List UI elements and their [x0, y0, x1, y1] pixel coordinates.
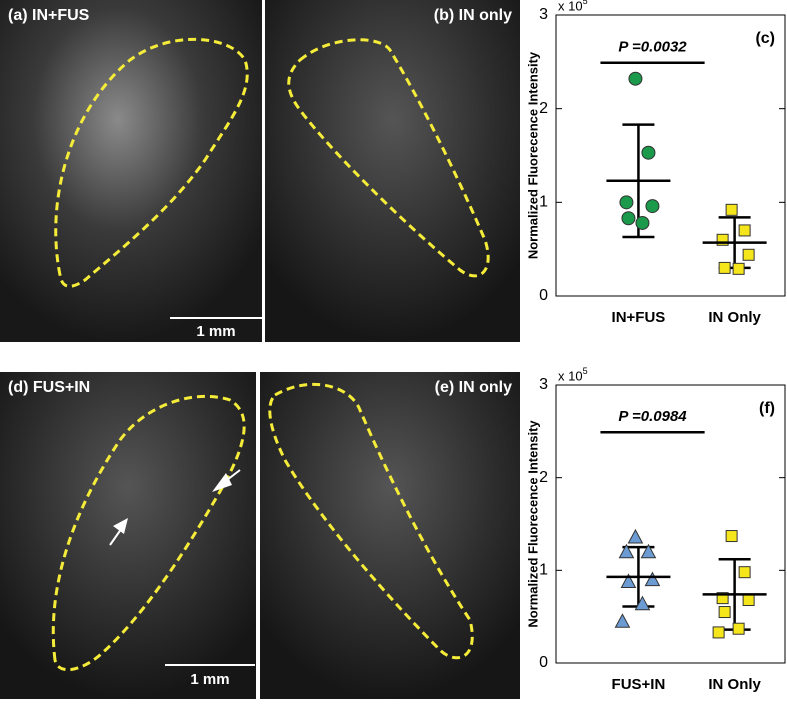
- roi: [268, 382, 474, 660]
- y-tick-label: 2: [539, 469, 548, 486]
- arrow-head: [212, 473, 232, 492]
- point: [619, 195, 634, 210]
- plot-frame: [555, 14, 786, 297]
- point: [640, 543, 657, 559]
- point: [732, 622, 745, 635]
- p-value: P =0.0984: [618, 408, 687, 425]
- point: [725, 530, 738, 543]
- image-d: [0, 372, 256, 699]
- arrow-head: [113, 518, 128, 534]
- panel-label: (a) IN+FUS: [8, 7, 90, 24]
- x-tick-label: FUS+IN: [612, 676, 666, 693]
- y-tick-label: 0: [539, 654, 548, 671]
- image-b: [265, 0, 520, 342]
- y-axis-label: Normalized Fluorecence Intensity: [525, 420, 540, 628]
- point: [742, 248, 755, 261]
- point: [732, 262, 745, 275]
- y-tick-label: 2: [539, 100, 548, 117]
- image-a: [0, 0, 262, 342]
- y-tick-label: 3: [539, 376, 548, 393]
- point: [634, 595, 651, 611]
- y-scale-label: x 105: [558, 366, 588, 383]
- point: [725, 203, 738, 216]
- point: [627, 528, 644, 544]
- x-tick-label: IN Only: [708, 676, 761, 693]
- y-tick-label: 1: [539, 562, 548, 579]
- scale-bar-label: 1 mm: [190, 671, 229, 688]
- point: [635, 215, 650, 230]
- point: [620, 573, 637, 588]
- y-axis-label: Normalized Fluorecence Intensity: [525, 51, 540, 259]
- point: [716, 592, 729, 605]
- y-scale-exponent: 5: [583, 366, 588, 376]
- x-tick-label: IN Only: [708, 309, 761, 326]
- point: [738, 566, 751, 579]
- point: [738, 224, 751, 237]
- point: [614, 613, 631, 628]
- point: [645, 199, 660, 214]
- point: [618, 543, 635, 559]
- point: [628, 71, 643, 86]
- scale-bar-label: 1 mm: [196, 323, 235, 340]
- point: [718, 261, 731, 274]
- point: [621, 211, 636, 226]
- point: [716, 233, 729, 246]
- panel-label: (f): [759, 400, 775, 417]
- point: [641, 145, 656, 160]
- roi: [287, 38, 490, 278]
- point: [712, 626, 725, 639]
- panel-label: (d) FUS+IN: [8, 379, 90, 396]
- point: [718, 606, 731, 619]
- y-tick-label: 1: [539, 194, 548, 211]
- y-tick-label: 3: [539, 6, 548, 23]
- panel-label: (e) IN only: [435, 379, 512, 396]
- image-e: [260, 372, 520, 699]
- point: [644, 571, 661, 587]
- roi: [54, 37, 249, 288]
- y-scale-label: x 105: [558, 0, 588, 13]
- point: [742, 593, 755, 606]
- y-scale-exponent: 5: [583, 0, 588, 6]
- x-tick-label: IN+FUS: [612, 309, 666, 326]
- panel-label: (c): [755, 30, 775, 47]
- plot-frame: [555, 384, 786, 664]
- y-tick-label: 0: [539, 287, 548, 304]
- roi: [51, 394, 246, 671]
- p-value: P =0.0032: [618, 39, 687, 56]
- panel-label: (b) IN only: [434, 7, 512, 24]
